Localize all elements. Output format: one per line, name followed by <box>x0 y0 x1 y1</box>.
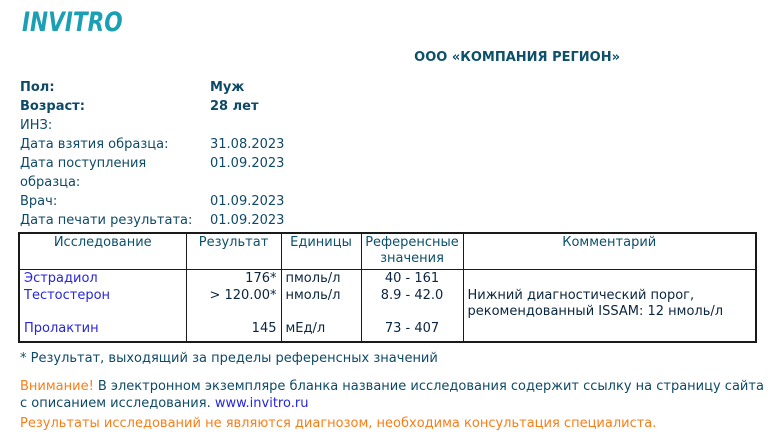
test-name-cell: Пролактин <box>18 320 187 342</box>
result-cell: 176* <box>185 269 282 287</box>
company-row: ООО «КОМПАНИЯ РЕГИОН» <box>20 50 765 67</box>
comment-cell <box>462 269 757 287</box>
reference-cell: 8.9 - 42.0 <box>360 287 464 320</box>
results-table: Исследование Результат Единицы Референсн… <box>18 232 757 343</box>
disclaimer-text: Результаты исследований не являются диаг… <box>20 416 657 431</box>
notice-text: В электронном экземпляре бланка название… <box>20 379 764 411</box>
table-row-prolactin: Пролактин 145 мЕд/л 73 - 407 <box>18 320 757 342</box>
info-label-sample-taken: Дата взятия образца: <box>20 137 169 152</box>
info-value-inz <box>210 116 765 135</box>
info-value-sex: Муж <box>210 80 245 95</box>
info-label-sex: Пол: <box>20 80 55 95</box>
info-row-doctor: Врач: 01.09.2023 <box>20 192 765 211</box>
column-header-result: Результат <box>185 233 282 270</box>
column-header-study: Исследование <box>18 233 187 270</box>
info-value-print-date: 01.09.2023 <box>210 213 285 228</box>
test-name-cell: Эстрадиол <box>18 269 187 287</box>
attention-label: Внимание! <box>20 379 94 394</box>
info-row-print-date: Дата печати результата: 01.09.2023 <box>20 211 765 230</box>
table-header-row: Исследование Результат Единицы Референсн… <box>18 233 757 270</box>
info-value-age: 28 лет <box>210 99 259 114</box>
result-cell: > 120.00* <box>185 287 282 320</box>
table-row-estradiol: Эстрадиол 176* пмоль/л 40 - 161 <box>18 269 757 287</box>
test-link-prolactin[interactable]: Пролактин <box>24 321 99 336</box>
info-value-sample-received: 01.09.2023 <box>210 156 285 171</box>
info-row-sex: Пол: Муж <box>20 78 765 97</box>
column-header-comment: Комментарий <box>462 233 757 270</box>
info-row-inz: ИНЗ: <box>20 116 765 135</box>
info-row-age: Возраст: 28 лет <box>20 97 765 116</box>
lab-report-page: INVITRO ООО «КОМПАНИЯ РЕГИОН» Пол: Муж В… <box>18 7 765 431</box>
column-header-reference: Референсные значения <box>360 233 464 270</box>
reference-footnote: * Результат, выходящий за пределы рефере… <box>20 351 438 366</box>
info-row-sample-received: Дата поступления образца: 01.09.2023 <box>20 154 765 192</box>
table-row-testosterone: Тестостерон > 120.00* нмоль/л 8.9 - 42.0… <box>18 287 757 320</box>
info-value-doctor: 01.09.2023 <box>210 194 285 209</box>
info-value-sample-taken: 31.08.2023 <box>210 137 285 152</box>
info-label-print-date: Дата печати результата: <box>20 213 193 228</box>
info-label-age: Возраст: <box>20 99 85 114</box>
company-name: ООО «КОМПАНИЯ РЕГИОН» <box>414 50 620 65</box>
comment-cell <box>462 320 757 342</box>
invitro-logo: INVITRO <box>22 7 123 38</box>
units-cell: нмоль/л <box>280 287 362 320</box>
test-name-cell: Тестостерон <box>18 287 187 320</box>
units-cell: пмоль/л <box>280 269 362 287</box>
test-link-testosterone[interactable]: Тестостерон <box>24 288 111 303</box>
patient-info: Пол: Муж Возраст: 28 лет ИНЗ: Дата взяти… <box>20 78 765 230</box>
info-label-sample-received: Дата поступления образца: <box>20 156 147 190</box>
attention-notice: Внимание! В электронном экземпляре бланка… <box>20 378 768 412</box>
column-header-units: Единицы <box>280 233 362 270</box>
info-label-doctor: Врач: <box>20 194 58 209</box>
reference-cell: 73 - 407 <box>360 320 464 342</box>
invitro-url-link[interactable]: www.invitro.ru <box>214 396 309 411</box>
units-cell: мЕд/л <box>280 320 362 342</box>
comment-cell: Нижний диагностический порог, рекомендов… <box>462 287 757 320</box>
info-row-sample-taken: Дата взятия образца: 31.08.2023 <box>20 135 765 154</box>
reference-cell: 40 - 161 <box>360 269 464 287</box>
test-link-estradiol[interactable]: Эстрадиол <box>24 271 98 286</box>
info-label-inz: ИНЗ: <box>20 118 53 133</box>
result-cell: 145 <box>185 320 282 342</box>
